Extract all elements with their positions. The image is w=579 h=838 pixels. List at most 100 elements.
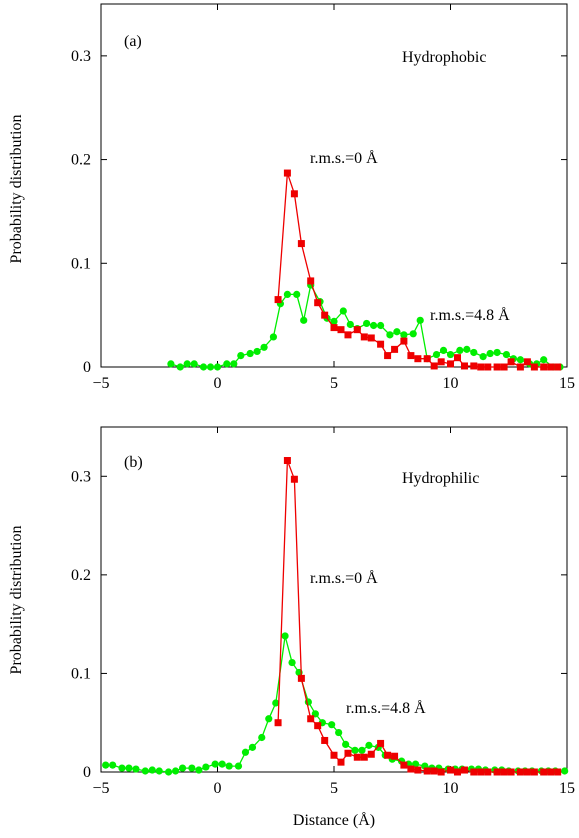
data-point-square-a xyxy=(321,311,329,319)
data-point-square-a xyxy=(353,326,361,334)
data-point-circle-a xyxy=(346,320,354,329)
y-tick-label-a: 0.3 xyxy=(71,48,91,65)
data-point-circle-b xyxy=(178,764,187,772)
data-point-square-b xyxy=(377,739,385,747)
data-point-circle-b xyxy=(365,741,373,749)
data-point-circle-a xyxy=(370,321,378,330)
data-point-circle-b xyxy=(211,760,219,768)
data-point-square-b xyxy=(460,766,468,774)
data-point-circle-a xyxy=(283,290,291,298)
data-point-square-b xyxy=(414,766,422,774)
data-point-circle-a xyxy=(400,331,408,339)
data-point-circle-b xyxy=(141,767,149,775)
y-axis-label-a: Probability distribution xyxy=(8,115,25,264)
data-point-circle-a xyxy=(393,328,401,336)
data-point-square-a xyxy=(283,169,291,177)
data-point-square-a xyxy=(407,352,415,360)
data-point-circle-b xyxy=(218,760,226,768)
data-point-square-b xyxy=(540,768,548,776)
data-point-square-a xyxy=(447,360,454,368)
data-point-circle-b xyxy=(155,767,163,775)
y-tick-label-b: 0.2 xyxy=(71,567,91,584)
data-point-circle-b xyxy=(288,658,296,667)
data-point-circle-a xyxy=(206,363,215,371)
data-point-circle-a xyxy=(456,346,464,355)
data-point-square-a xyxy=(400,337,408,345)
data-point-circle-a xyxy=(246,349,254,358)
data-point-square-a xyxy=(477,363,485,371)
y-tick-label-b: 0 xyxy=(83,764,91,781)
data-point-circle-a xyxy=(432,350,441,359)
x-tick-label-a: −5 xyxy=(92,375,109,392)
data-point-circle-b xyxy=(234,762,243,770)
data-point-circle-b xyxy=(164,768,173,776)
y-axis-label-b: Probability distribution xyxy=(8,526,25,675)
data-point-square-b xyxy=(360,753,368,761)
data-point-circle-b xyxy=(335,728,343,737)
data-point-square-a xyxy=(274,296,282,304)
data-point-circle-a xyxy=(260,343,268,351)
data-point-square-a xyxy=(540,363,548,371)
data-point-square-a xyxy=(307,277,315,285)
data-point-square-b xyxy=(297,674,305,682)
data-point-square-b xyxy=(554,768,562,776)
x-tick-label-a: 5 xyxy=(330,375,338,392)
x-tick-label-b: 10 xyxy=(443,780,459,797)
data-point-square-b xyxy=(547,768,555,776)
data-point-circle-b xyxy=(265,715,273,723)
data-point-square-a xyxy=(547,363,555,371)
data-point-circle-a xyxy=(213,363,222,371)
data-point-square-b xyxy=(290,475,298,483)
data-point-circle-b xyxy=(148,766,156,774)
data-point-square-b xyxy=(353,753,361,761)
data-point-circle-a xyxy=(293,290,301,298)
x-tick-label-a: 0 xyxy=(214,375,222,392)
data-point-circle-b xyxy=(171,767,180,775)
data-point-circle-b xyxy=(351,746,359,754)
x-tick-label-a: 15 xyxy=(559,375,575,392)
data-point-square-b xyxy=(493,768,501,776)
data-point-circle-b xyxy=(561,767,569,775)
data-point-square-a xyxy=(470,362,478,370)
data-point-square-a xyxy=(423,355,431,363)
data-point-circle-b xyxy=(118,764,126,772)
data-point-square-a xyxy=(430,362,438,370)
annotation-green-b: r.m.s.=4.8 Å xyxy=(346,699,426,717)
data-point-square-a xyxy=(391,345,399,353)
data-point-circle-b xyxy=(188,764,196,772)
data-point-circle-a xyxy=(237,351,245,360)
data-point-square-b xyxy=(344,749,352,757)
x-tick-label-a: 10 xyxy=(443,375,459,392)
data-point-circle-a xyxy=(439,346,448,355)
data-point-circle-b xyxy=(202,763,210,771)
data-point-square-b xyxy=(470,768,478,776)
data-point-square-b xyxy=(430,767,438,775)
data-point-circle-b xyxy=(342,740,350,749)
annotation-red-b: r.m.s.=0 Å xyxy=(310,569,378,587)
data-point-square-b xyxy=(314,722,322,730)
data-point-square-a xyxy=(530,363,538,371)
data-point-circle-b xyxy=(358,746,366,754)
data-point-circle-a xyxy=(183,360,191,368)
series-line-b-1 xyxy=(105,635,565,773)
data-point-circle-a xyxy=(479,353,487,361)
panel-label-a: (a) xyxy=(124,33,142,50)
data-point-circle-a xyxy=(190,360,198,368)
y-tick-label-a: 0 xyxy=(83,359,91,376)
data-point-circle-a xyxy=(540,356,548,364)
data-point-square-a xyxy=(507,358,515,366)
data-point-square-a xyxy=(360,333,368,341)
data-point-square-b xyxy=(391,752,399,760)
data-point-circle-a xyxy=(230,360,238,368)
data-point-square-a xyxy=(493,363,501,371)
data-point-circle-b xyxy=(328,721,336,729)
data-point-circle-b xyxy=(125,764,133,772)
data-point-circle-b xyxy=(281,632,289,640)
data-point-circle-b xyxy=(272,699,280,707)
data-point-square-a xyxy=(314,299,322,307)
panel-label-b: (b) xyxy=(124,454,143,471)
data-point-square-a xyxy=(297,240,305,248)
